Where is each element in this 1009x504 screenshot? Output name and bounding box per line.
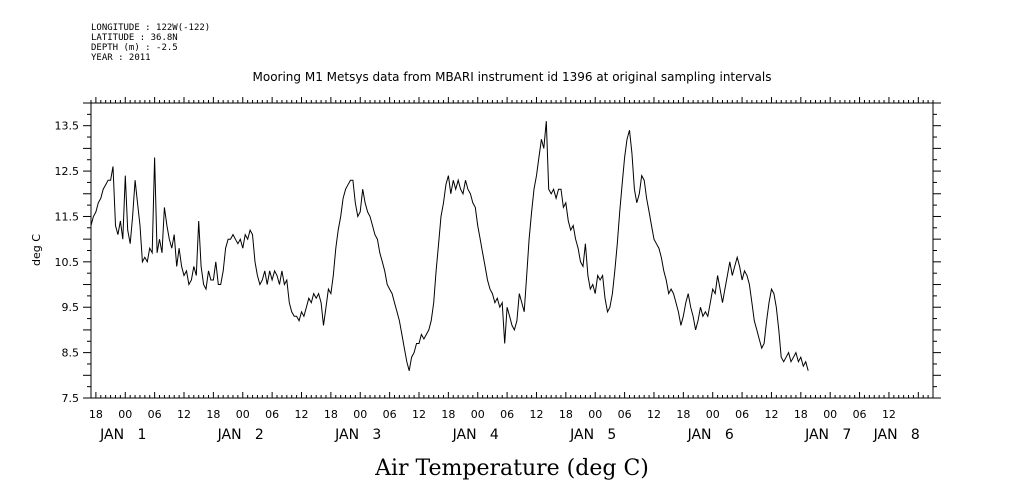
day-label: JAN 5: [569, 427, 616, 443]
x-tick-label: 12: [882, 408, 896, 421]
day-label: JAN 7: [804, 427, 851, 443]
x-tick-label: 12: [529, 408, 543, 421]
longitude-text: LONGITUDE : 122W(-122): [91, 23, 210, 33]
day-label: JAN 3: [334, 427, 381, 443]
year-text: YEAR : 2011: [91, 53, 151, 63]
plot-frame: [90, 102, 934, 399]
y-tick-label: 13.5: [55, 120, 80, 133]
y-axis: 7.5 8.5 9.5 10.5 11.5 12.5 13.5: [55, 120, 80, 405]
x-tick-label: 18: [559, 408, 573, 421]
day-labels: JAN 1 JAN 2 JAN 3 JAN 4 JAN 5 JAN 6 JAN 7 JAN 8: [99, 427, 920, 443]
x-tick-label: 18: [441, 408, 455, 421]
y-tick-label: 9.5: [62, 301, 80, 314]
day-label: JAN 8: [873, 427, 920, 443]
y-tick-label: 12.5: [55, 165, 80, 178]
day-label: JAN 1: [99, 427, 146, 443]
chart-title: Mooring M1 Metsys data from MBARI instru…: [253, 70, 772, 84]
x-tick-label: 06: [853, 408, 867, 421]
day-label: JAN 2: [217, 427, 264, 443]
x-tick-label: 18: [89, 408, 103, 421]
x-tick-label: 06: [618, 408, 632, 421]
y-tick-label: 10.5: [55, 256, 80, 269]
y-tick-label: 7.5: [62, 392, 80, 405]
day-label: JAN 4: [452, 427, 499, 443]
y-tick-label: 11.5: [55, 210, 80, 223]
x-tick-label: 12: [647, 408, 661, 421]
x-axis: 18 00 06 12 18 00 06 12 18 00 06 12 18 00 06 12 18 00 06 12…: [89, 408, 896, 421]
x-tick-label: 00: [118, 408, 132, 421]
x-tick-label: 12: [764, 408, 778, 421]
x-tick-label: 00: [588, 408, 602, 421]
x-tick-label: 00: [236, 408, 250, 421]
x-tick-label: 12: [412, 408, 426, 421]
x-tick-label: 00: [706, 408, 720, 421]
x-tick-label: 18: [206, 408, 220, 421]
x-tick-label: 18: [794, 408, 808, 421]
x-tick-label: 12: [177, 408, 191, 421]
x-tick-label: 00: [353, 408, 367, 421]
x-tick-label: 00: [823, 408, 837, 421]
minor-ticks: [83, 97, 941, 399]
x-tick-label: 12: [295, 408, 309, 421]
x-tick-label: 06: [148, 408, 162, 421]
y-tick-label: 8.5: [62, 347, 80, 360]
x-tick-label: 18: [324, 408, 338, 421]
x-axis-label: Air Temperature (deg C): [374, 456, 649, 481]
x-tick-label: 06: [383, 408, 397, 421]
x-tick-label: 06: [735, 408, 749, 421]
y-axis-label: deg C: [30, 234, 43, 266]
series-line-air-temperature: [90, 121, 809, 371]
x-tick-label: 06: [500, 408, 514, 421]
depth-text: DEPTH (m) : -2.5: [91, 43, 178, 53]
x-tick-label: 00: [471, 408, 485, 421]
latitude-text: LATITUDE : 36.8N: [91, 33, 178, 43]
x-tick-label: 18: [676, 408, 690, 421]
x-tick-label: 06: [265, 408, 279, 421]
day-label: JAN 6: [687, 427, 734, 443]
